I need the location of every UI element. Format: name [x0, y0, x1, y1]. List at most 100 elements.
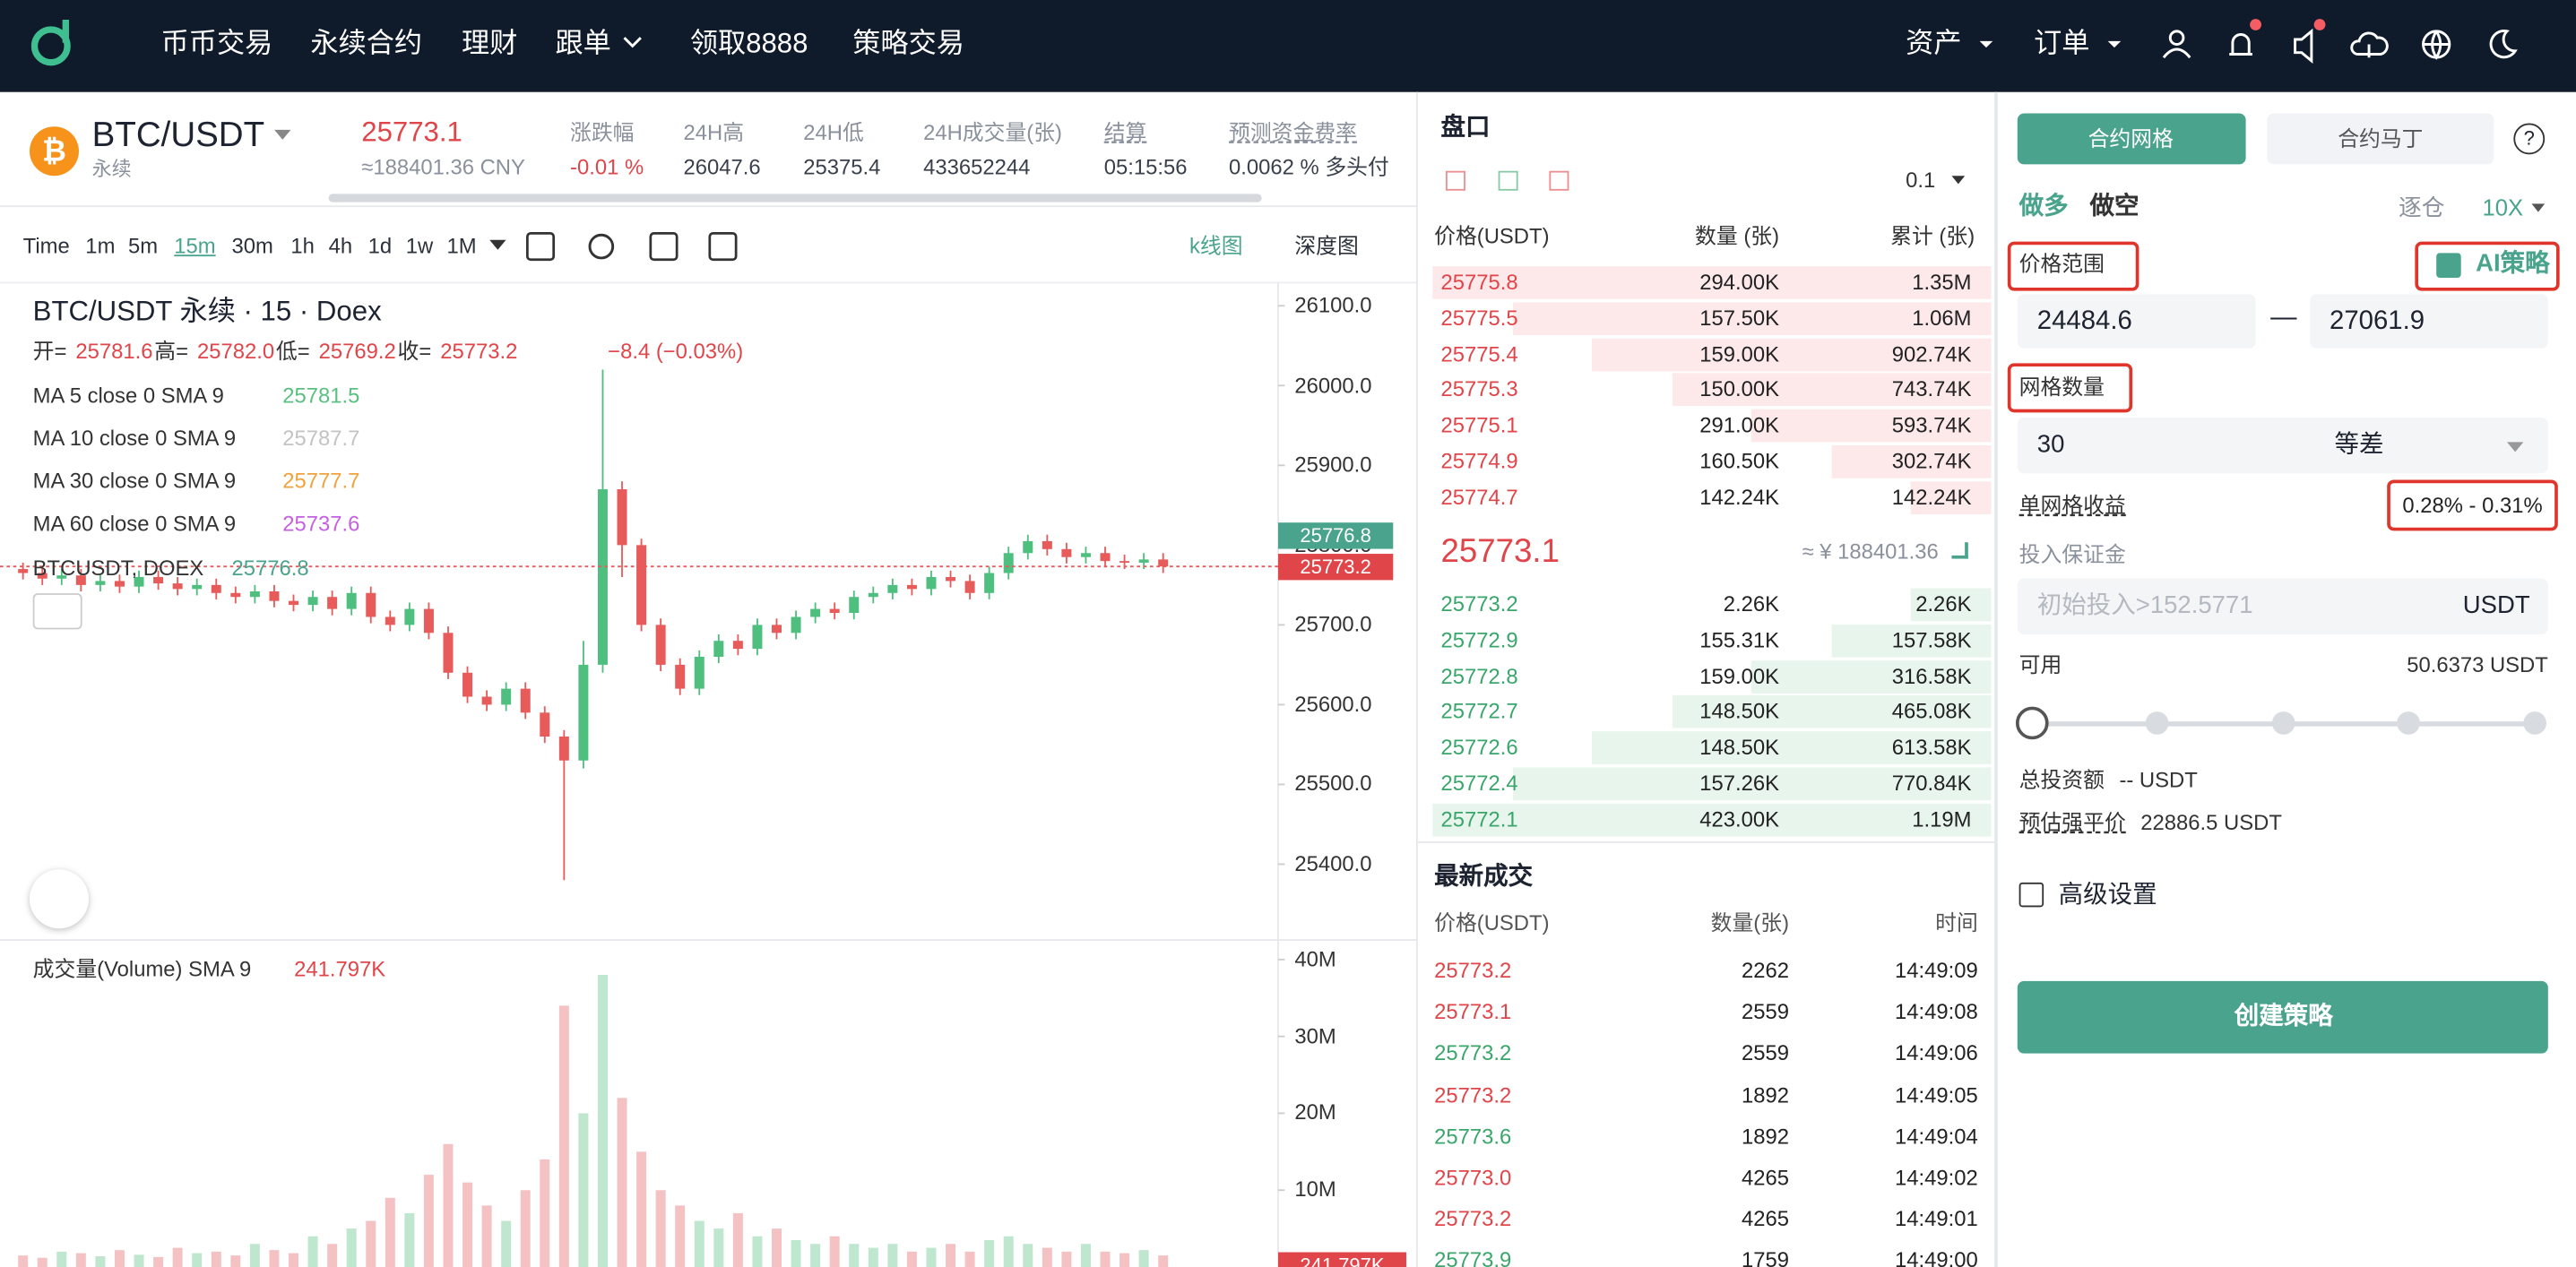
side-long[interactable]: 做多 — [2018, 192, 2069, 220]
nav-item[interactable]: 币币交易 — [160, 28, 273, 60]
settings-icon — [588, 233, 615, 260]
ask-qty: 291.00K — [1699, 412, 1780, 438]
bid-total: 316.58K — [1891, 663, 1972, 688]
volume-bar — [192, 1253, 203, 1267]
nav-item[interactable]: 策略交易 — [852, 28, 964, 60]
y-tick-label: 25600.0 — [1294, 691, 1372, 717]
bid-price[interactable]: 25772.8 — [1440, 663, 1518, 688]
margin-mode[interactable]: 逐仓 — [2399, 194, 2445, 220]
logo[interactable] — [30, 26, 71, 66]
interval[interactable]: 1w — [405, 233, 434, 258]
profit: 0.28% - 0.31% — [2402, 493, 2543, 518]
candle-body — [211, 584, 221, 593]
tab[interactable] — [2017, 113, 2246, 165]
view-tab[interactable]: k线图 — [1189, 233, 1243, 258]
nav-item[interactable]: 理财 — [462, 28, 518, 60]
theme-icon[interactable] — [2489, 30, 2518, 59]
slider-stop[interactable] — [2397, 711, 2420, 735]
user-icon[interactable] — [2168, 30, 2185, 46]
interval[interactable]: 1M — [446, 233, 477, 258]
chart-title: BTC/USDT 永续 · 15 · Doex — [32, 296, 382, 327]
tab[interactable] — [2267, 113, 2494, 165]
ask-depth — [1672, 374, 1992, 407]
view-tab[interactable]: 深度图 — [1294, 233, 1359, 258]
volume-bar — [134, 1254, 144, 1267]
bid-price[interactable]: 25772.9 — [1440, 627, 1518, 652]
ohlc-value: 25781.6 — [75, 338, 153, 364]
precision[interactable]: 0.1 — [1906, 168, 1936, 193]
mid-price: 25773.1 — [1440, 534, 1560, 571]
interval[interactable]: 5m — [127, 233, 159, 258]
volume-value: 241.797K — [294, 956, 386, 981]
interval[interactable]: 1m — [85, 233, 116, 258]
ask-price[interactable]: 25775.1 — [1440, 412, 1518, 438]
advanced-checkbox[interactable] — [2018, 882, 2044, 908]
book-mode-icon[interactable] — [1549, 170, 1569, 191]
bid-total: 465.08K — [1891, 699, 1972, 724]
bid-price[interactable]: 25772.6 — [1440, 735, 1518, 760]
side-short[interactable]: 做空 — [2089, 192, 2139, 220]
ask-price[interactable]: 25775.4 — [1440, 340, 1518, 366]
candle-body — [75, 575, 86, 585]
ask-price[interactable]: 25775.3 — [1440, 376, 1518, 402]
tab-label[interactable]: 合约网格 — [2088, 126, 2174, 151]
nav-menu[interactable]: 订单 — [2034, 28, 2090, 60]
interval[interactable]: 15m — [174, 233, 216, 258]
interval[interactable]: Time — [22, 233, 70, 258]
help-icon[interactable]: ? — [2513, 123, 2546, 155]
bid-depth — [1432, 803, 1992, 837]
ai-label[interactable]: AI策略 — [2476, 249, 2550, 278]
ask-price[interactable]: 25774.9 — [1440, 448, 1518, 474]
bid-price[interactable]: 25772.4 — [1440, 771, 1518, 796]
interval[interactable]: 1d — [367, 233, 393, 258]
interval[interactable]: 1h — [290, 233, 315, 258]
bid-price[interactable]: 25773.2 — [1440, 591, 1518, 616]
nav-item[interactable]: 领取8888 — [689, 28, 808, 60]
slider-stop[interactable] — [2271, 711, 2295, 735]
ask-price[interactable]: 25774.7 — [1440, 484, 1518, 510]
input[interactable] — [2017, 294, 2256, 349]
select[interactable] — [2017, 417, 2548, 474]
stat-value: 25375.4 — [803, 154, 881, 179]
interval[interactable]: 30m — [231, 233, 273, 258]
bid-price[interactable]: 25772.1 — [1440, 806, 1518, 832]
nav-icons — [30, 19, 2518, 66]
ai-checkbox[interactable] — [2436, 253, 2461, 278]
slider-stop[interactable] — [2523, 711, 2546, 735]
nav-item[interactable]: 永续合约 — [310, 28, 423, 60]
input[interactable] — [2310, 294, 2548, 349]
tool-icon — [649, 232, 679, 262]
trade-time: 14:49:00 — [1895, 1247, 1978, 1267]
caret — [623, 37, 642, 48]
symbol-line-label: BTCUSDT, DOEX — [32, 555, 204, 581]
interval[interactable]: 4h — [328, 233, 353, 258]
symbol[interactable]: BTC/USDT — [91, 116, 265, 155]
tab-label[interactable]: 合约马丁 — [2338, 126, 2424, 151]
top-nav — [0, 0, 2576, 92]
trade-qty: 1759 — [1742, 1247, 1790, 1267]
speaker-icon[interactable] — [2294, 28, 2313, 64]
advanced-label[interactable]: 高级设置 — [2058, 881, 2157, 909]
submit-button[interactable] — [2017, 980, 2548, 1054]
ma-label: MA 30 close 0 SMA 9 — [32, 468, 237, 494]
candle-body — [926, 576, 937, 590]
submit-label[interactable]: 创建策略 — [2234, 1002, 2333, 1030]
nav-item[interactable]: 跟单 — [555, 28, 611, 60]
slider-stop[interactable] — [2015, 706, 2049, 740]
margin-label: 投入保证金 — [2018, 542, 2126, 567]
bid-depth — [1751, 659, 1992, 694]
book-mode-icon[interactable] — [1498, 170, 1518, 191]
bell-icon[interactable] — [2229, 33, 2252, 56]
book-mode-icon[interactable] — [1445, 170, 1465, 191]
cloud-icon[interactable] — [2350, 31, 2389, 58]
input[interactable] — [2017, 578, 2548, 634]
bid-price[interactable]: 25772.7 — [1440, 699, 1518, 724]
ask-price[interactable]: 25775.8 — [1440, 269, 1518, 295]
slider-stop[interactable] — [2145, 711, 2169, 735]
candle-body — [346, 592, 357, 609]
collapse-button[interactable] — [32, 593, 82, 630]
leverage[interactable]: 10X — [2482, 194, 2524, 220]
volume-bar — [307, 1236, 318, 1267]
nav-menu[interactable]: 资产 — [1906, 28, 1962, 60]
ask-price[interactable]: 25775.5 — [1440, 305, 1518, 331]
